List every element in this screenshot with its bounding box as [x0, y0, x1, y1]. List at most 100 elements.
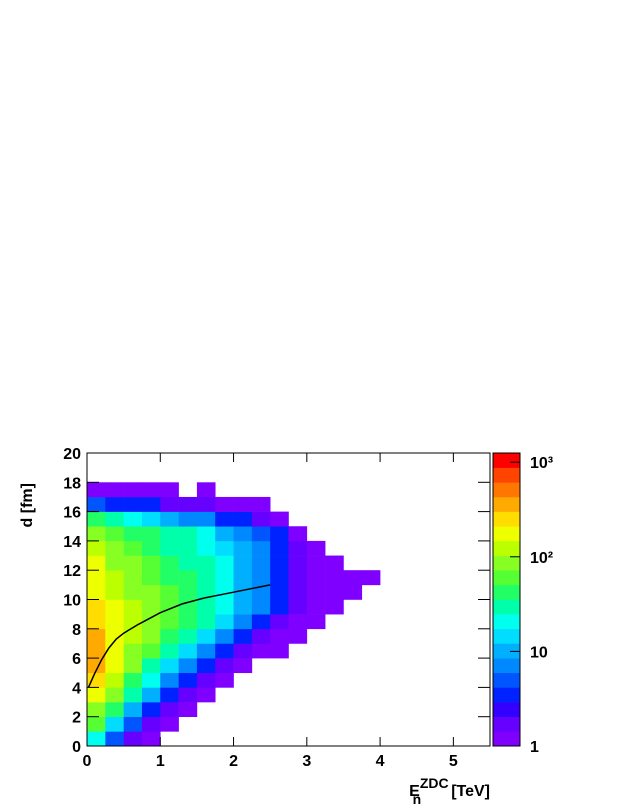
- bin: [178, 687, 198, 703]
- bin: [270, 511, 289, 527]
- bin: [141, 716, 161, 732]
- bin: [361, 570, 381, 586]
- bin: [215, 496, 234, 512]
- bin: [288, 614, 308, 630]
- bin: [87, 731, 106, 747]
- bin: [160, 658, 179, 674]
- bin: [160, 540, 179, 556]
- x-tick-label: 5: [449, 753, 458, 770]
- bin: [123, 570, 143, 586]
- bin: [233, 614, 253, 630]
- bin: [270, 599, 289, 615]
- bin: [196, 614, 216, 630]
- bin: [306, 614, 326, 630]
- bin: [270, 614, 289, 630]
- bin: [233, 555, 253, 571]
- colorbar-band: [493, 453, 520, 468]
- bin: [105, 702, 124, 717]
- bin: [233, 496, 253, 512]
- bin: [123, 482, 143, 498]
- bin: [123, 628, 143, 644]
- bin: [87, 584, 106, 600]
- bin: [160, 526, 179, 542]
- bin: [141, 570, 161, 586]
- y-tick-label: 2: [72, 710, 81, 727]
- bin: [178, 584, 198, 600]
- bin: [270, 540, 289, 556]
- bin: [288, 584, 308, 600]
- bin: [105, 643, 124, 659]
- bin: [105, 716, 124, 732]
- bin: [141, 526, 161, 542]
- bin: [288, 570, 308, 586]
- bin: [215, 672, 234, 688]
- bin: [251, 643, 271, 659]
- x-tick-label: 2: [229, 753, 238, 770]
- bin: [105, 672, 124, 688]
- bin: [196, 687, 216, 703]
- bin: [196, 540, 216, 556]
- bin: [196, 482, 216, 498]
- bin: [288, 599, 308, 615]
- bin: [141, 540, 161, 556]
- bin: [105, 526, 124, 542]
- bin: [160, 643, 179, 659]
- x-label-base: E: [409, 783, 420, 800]
- bin: [123, 672, 143, 688]
- bin: [251, 511, 271, 527]
- colorbar-band: [493, 584, 520, 600]
- bin: [87, 614, 106, 630]
- bin: [251, 540, 271, 556]
- colorbar-band: [493, 687, 520, 703]
- bin: [196, 496, 216, 512]
- bin: [178, 570, 198, 586]
- bin: [123, 687, 143, 703]
- bin: [87, 702, 106, 717]
- bin: [105, 482, 124, 498]
- colorbar-band: [493, 526, 520, 542]
- colorbar-band: [493, 731, 520, 747]
- y-tick-label: 16: [63, 505, 81, 522]
- bin: [215, 643, 234, 659]
- x-tick-label: 4: [376, 753, 385, 770]
- bin: [233, 584, 253, 600]
- bin: [215, 658, 234, 674]
- bin: [288, 628, 308, 644]
- y-tick-label: 8: [72, 622, 81, 639]
- colorbar-band: [493, 599, 520, 615]
- bin: [123, 555, 143, 571]
- bin: [123, 540, 143, 556]
- bin: [141, 672, 161, 688]
- bin: [196, 511, 216, 527]
- x-label-unit: [TeV]: [451, 783, 490, 800]
- bin: [196, 628, 216, 644]
- bin: [87, 599, 106, 615]
- bin: [306, 540, 326, 556]
- bin: [270, 584, 289, 600]
- bin: [325, 599, 344, 615]
- bin: [87, 716, 106, 732]
- bin: [105, 496, 124, 512]
- bin: [123, 526, 143, 542]
- bin: [325, 570, 344, 586]
- colorbar-band: [493, 702, 520, 717]
- bin: [160, 687, 179, 703]
- bin: [233, 526, 253, 542]
- bin: [87, 511, 106, 527]
- bin: [178, 658, 198, 674]
- bin: [141, 702, 161, 717]
- bin: [178, 540, 198, 556]
- bin: [196, 570, 216, 586]
- bin: [160, 570, 179, 586]
- bin: [87, 628, 106, 644]
- bin: [160, 482, 179, 498]
- bin: [141, 658, 161, 674]
- bin: [141, 643, 161, 659]
- bin: [251, 526, 271, 542]
- bin: [233, 658, 253, 674]
- x-tick-label: 3: [302, 753, 311, 770]
- bin: [87, 555, 106, 571]
- colorbar-band: [493, 540, 520, 556]
- bin: [233, 628, 253, 644]
- bin: [288, 526, 308, 542]
